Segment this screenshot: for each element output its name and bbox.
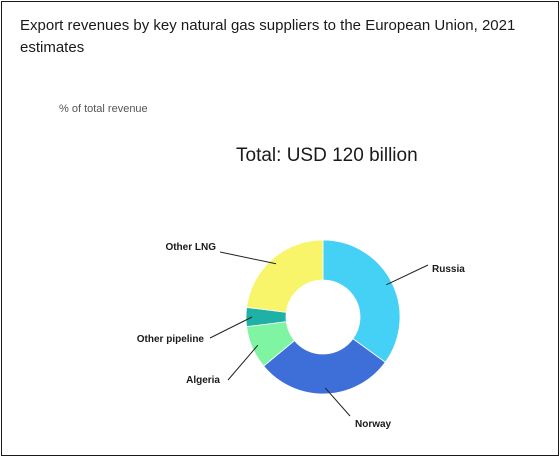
slice-norway xyxy=(263,338,386,395)
leader-line-russia xyxy=(386,264,429,286)
leader-line-norway xyxy=(324,387,351,417)
slice-russia xyxy=(322,239,401,363)
slice-other-lng xyxy=(246,239,324,313)
slice-label-norway: Norway xyxy=(355,419,392,430)
leader-line-algeria xyxy=(227,344,259,381)
slice-label-russia: Russia xyxy=(432,264,465,275)
leader-line-other-lng xyxy=(219,251,277,265)
slice-label-algeria: Algeria xyxy=(186,375,220,386)
slice-label-other-lng: Other LNG xyxy=(165,242,216,253)
total-annotation: Total: USD 120 billion xyxy=(236,145,418,166)
value-unit-label: % of total revenue xyxy=(59,103,148,115)
chart-title: Export revenues by key natural gas suppl… xyxy=(20,17,516,56)
slice-label-other-pipeline: Other pipeline xyxy=(137,334,205,345)
leader-line-other-pipeline xyxy=(209,316,253,339)
